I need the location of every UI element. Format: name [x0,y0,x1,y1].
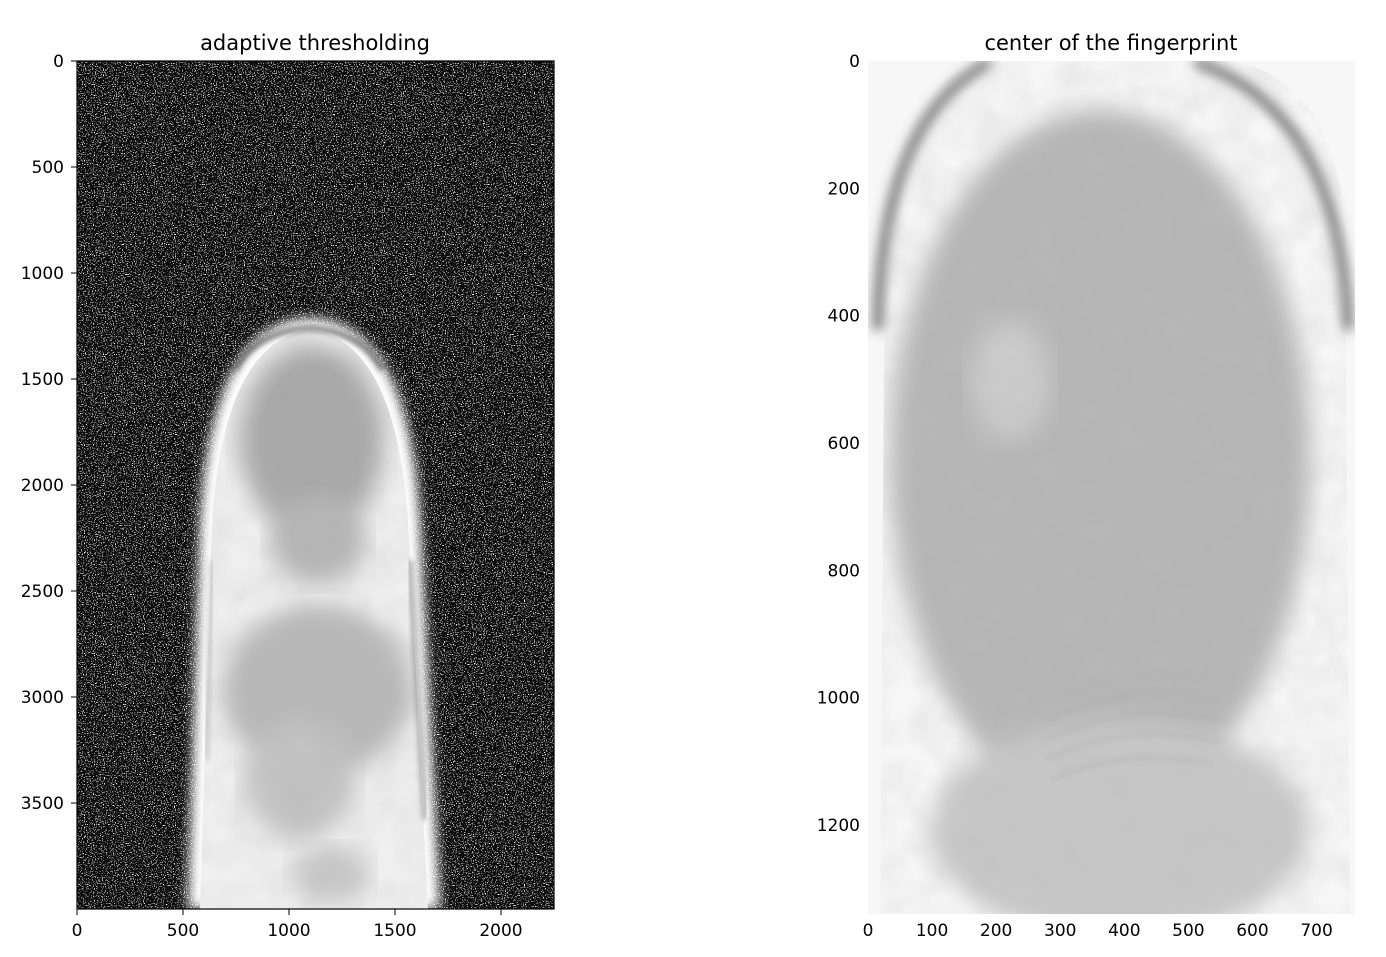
x-tick-label: 200 [980,921,1012,941]
x-tick-label: 0 [72,921,83,941]
y-tick-label: 2500 [21,582,64,602]
right-panel: center of the fingerprint 0 [817,31,1355,941]
left-image [77,61,554,909]
left-panel-title: adaptive thresholding [200,31,430,55]
y-tick-label: 3000 [21,688,64,708]
y-tick-label: 0 [849,52,860,72]
y-tick-label: 500 [32,158,64,178]
x-tick-label: 500 [1172,921,1204,941]
y-tick-label: 1000 [21,264,64,284]
y-tick-label: 0 [53,52,64,72]
x-tick-label: 500 [167,921,199,941]
y-tick-label: 1500 [21,370,64,390]
y-tick-label: 800 [828,561,860,581]
x-tick-label: 600 [1236,921,1268,941]
y-tick-label: 3500 [21,794,64,814]
x-tick-label: 100 [916,921,948,941]
right-image [868,61,1355,914]
y-tick-label: 600 [828,434,860,454]
right-ticks: 0 100 200 300 400 500 600 700 0 200 400 600 800 1000 1… [817,52,1333,941]
y-tick-label: 2000 [21,476,64,496]
x-tick-label: 300 [1044,921,1076,941]
right-panel-title: center of the fingerprint [984,31,1237,55]
x-tick-label: 2000 [479,921,522,941]
x-tick-label: 0 [863,921,874,941]
left-ticks: 0 500 1000 1500 2000 0 500 1000 1500 2000 2500 3000… [21,52,523,941]
x-tick-label: 1000 [267,921,310,941]
y-tick-label: 1000 [817,689,860,709]
x-tick-label: 1500 [373,921,416,941]
y-tick-label: 400 [828,307,860,327]
x-tick-label: 400 [1108,921,1140,941]
y-tick-label: 200 [828,179,860,199]
y-tick-label: 1200 [817,816,860,836]
x-tick-label: 700 [1300,921,1332,941]
